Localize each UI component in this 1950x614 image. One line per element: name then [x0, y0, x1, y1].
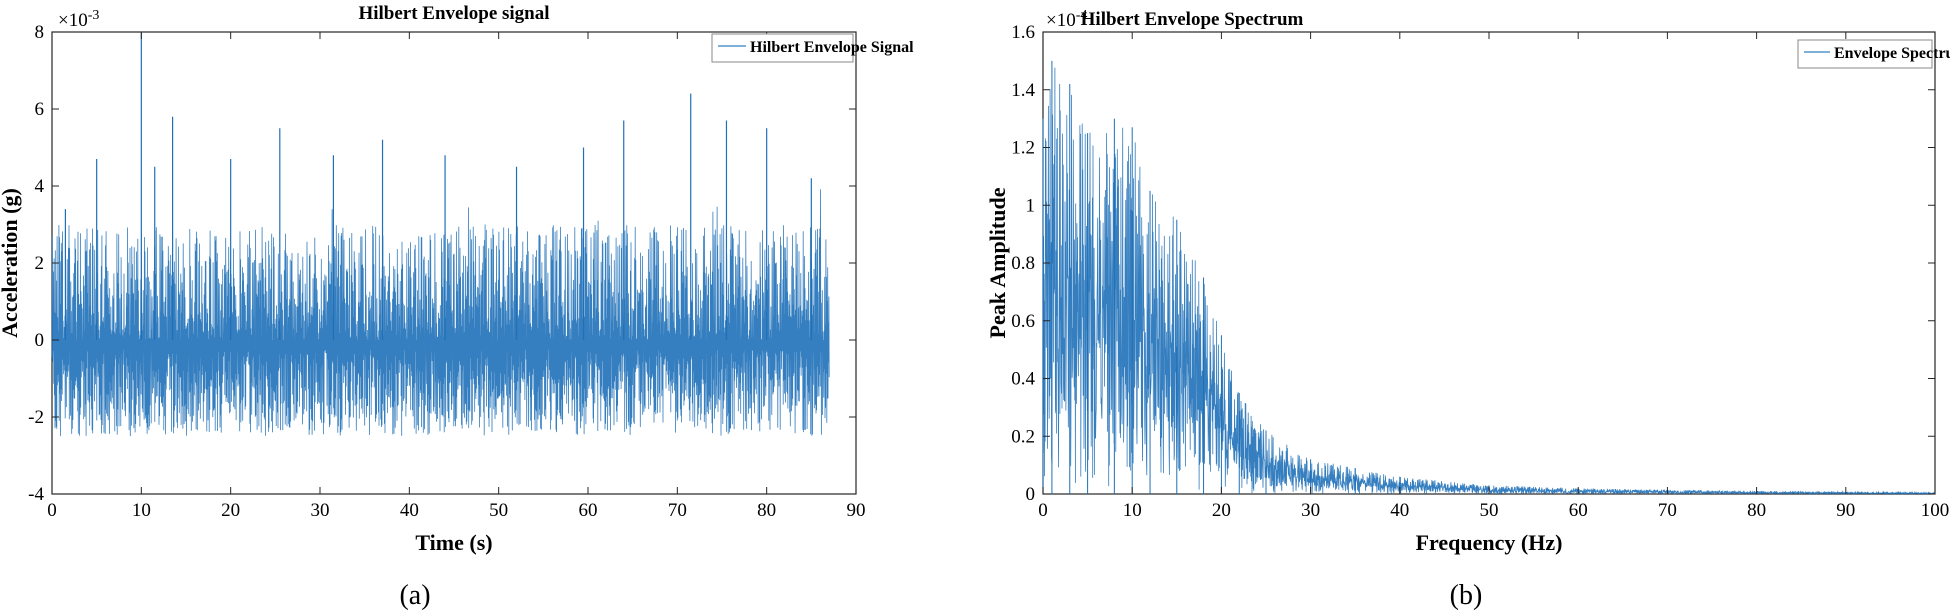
chart-a-x-axis-label: Time (s): [415, 530, 492, 555]
chart-a-y-axis: -4 -2 0 2 4 6 8: [28, 22, 856, 505]
chart-b-legend: Envelope Spectrum: [1797, 39, 1950, 69]
chart-a-x-axis: 0 10 20 30 40 50 60 70 80 90: [47, 32, 866, 521]
chart-a-y-tick-label: -2: [28, 407, 44, 428]
chart-b-y-tick-label: 1.2: [1011, 138, 1035, 159]
chart-a-x-tick-label: 40: [400, 500, 419, 521]
chart-a-x-tick-label: 10: [132, 500, 151, 521]
chart-a-legend: Hilbert Envelope Signal: [711, 33, 914, 63]
chart-b-x-tick-label: 90: [1836, 500, 1855, 521]
chart-b-x-tick-label: 0: [1038, 500, 1048, 521]
chart-a-x-tick-label: 0: [47, 500, 57, 521]
chart-b-y-multiplier: ×10-4: [1046, 8, 1087, 32]
chart-b-series-group: [1042, 60, 1936, 496]
chart-a-y-tick-label: -4: [28, 484, 44, 505]
caption-a: (a): [399, 580, 430, 611]
chart-b-y-axis: 0 0.2 0.4 0.6 0.8 1 1.2 1.4 1.6: [1011, 22, 1935, 505]
chart-b-x-tick-label: 60: [1569, 500, 1588, 521]
chart-b-y-tick-label: 0.2: [1011, 426, 1035, 447]
chart-b-x-tick-label: 30: [1301, 500, 1320, 521]
chart-b-y-tick-label: 0: [1026, 484, 1036, 505]
chart-b-y-tick-label: 0.8: [1011, 253, 1035, 274]
chart-b-legend-label: Envelope Spectrum: [1834, 45, 1950, 62]
chart-a-y-tick-label: 0: [35, 330, 45, 351]
chart-b-x-tick-label: 70: [1658, 500, 1677, 521]
chart-b-x-axis: 0 10 20 30 40 50 60 70 80 90 100: [1038, 32, 1949, 521]
chart-a-series-group: [51, 32, 830, 437]
chart-b-y-tick-label: 0.6: [1011, 311, 1035, 332]
chart-b-x-axis-label: Frequency (Hz): [1416, 530, 1563, 555]
chart-a-y-tick-label: 4: [35, 176, 45, 197]
chart-b-x-tick-label: 100: [1921, 500, 1950, 521]
chart-a-x-tick-label: 60: [579, 500, 598, 521]
chart-a-x-tick-label: 90: [847, 500, 866, 521]
chart-b-y-tick-label: 1.4: [1011, 80, 1035, 101]
chart-b-x-tick-label: 80: [1747, 500, 1766, 521]
caption-b: (b): [1450, 580, 1483, 611]
chart-b-y-tick-label: 1: [1026, 195, 1036, 216]
chart-a-x-tick-label: 70: [668, 500, 687, 521]
chart-b-y-tick-label: 1.6: [1011, 22, 1035, 43]
chart-a-y-tick-label: 8: [35, 22, 45, 43]
chart-a-x-tick-label: 30: [311, 500, 330, 521]
chart-b-x-tick-label: 40: [1390, 500, 1409, 521]
chart-b-y-tick-label: 0.4: [1011, 369, 1035, 390]
panel-b: Hilbert Envelope Spectrum 0 10 20 30 40 50 60 7…: [985, 8, 1950, 612]
chart-b-y-axis-label: Peak Amplitude: [985, 187, 1010, 338]
chart-a-x-tick-label: 80: [757, 500, 776, 521]
chart-b-title: Hilbert Envelope Spectrum: [1081, 9, 1304, 30]
chart-a-series-line: [51, 189, 830, 437]
chart-a-x-tick-label: 20: [221, 500, 240, 521]
chart-a-y-tick-label: 2: [35, 253, 45, 274]
chart-a-y-multiplier: ×10-3: [58, 8, 99, 32]
chart-b-x-tick-label: 50: [1480, 500, 1499, 521]
chart-a-x-tick-label: 50: [489, 500, 508, 521]
chart-a-y-axis-label: Acceleration (g): [0, 188, 22, 338]
chart-a-title: Hilbert Envelope signal: [358, 3, 549, 24]
chart-a-y-tick-label: 6: [35, 99, 45, 120]
chart-b-x-tick-label: 20: [1212, 500, 1231, 521]
chart-a-legend-box: [711, 33, 854, 63]
panel-a: Hilbert Envelope signal 0 10 20 30 40 50 60 70 8…: [0, 3, 914, 611]
chart-b-x-tick-label: 10: [1123, 500, 1142, 521]
chart-a-legend-label: Hilbert Envelope Signal: [750, 39, 914, 56]
chart-b-legend-box: [1797, 39, 1933, 69]
